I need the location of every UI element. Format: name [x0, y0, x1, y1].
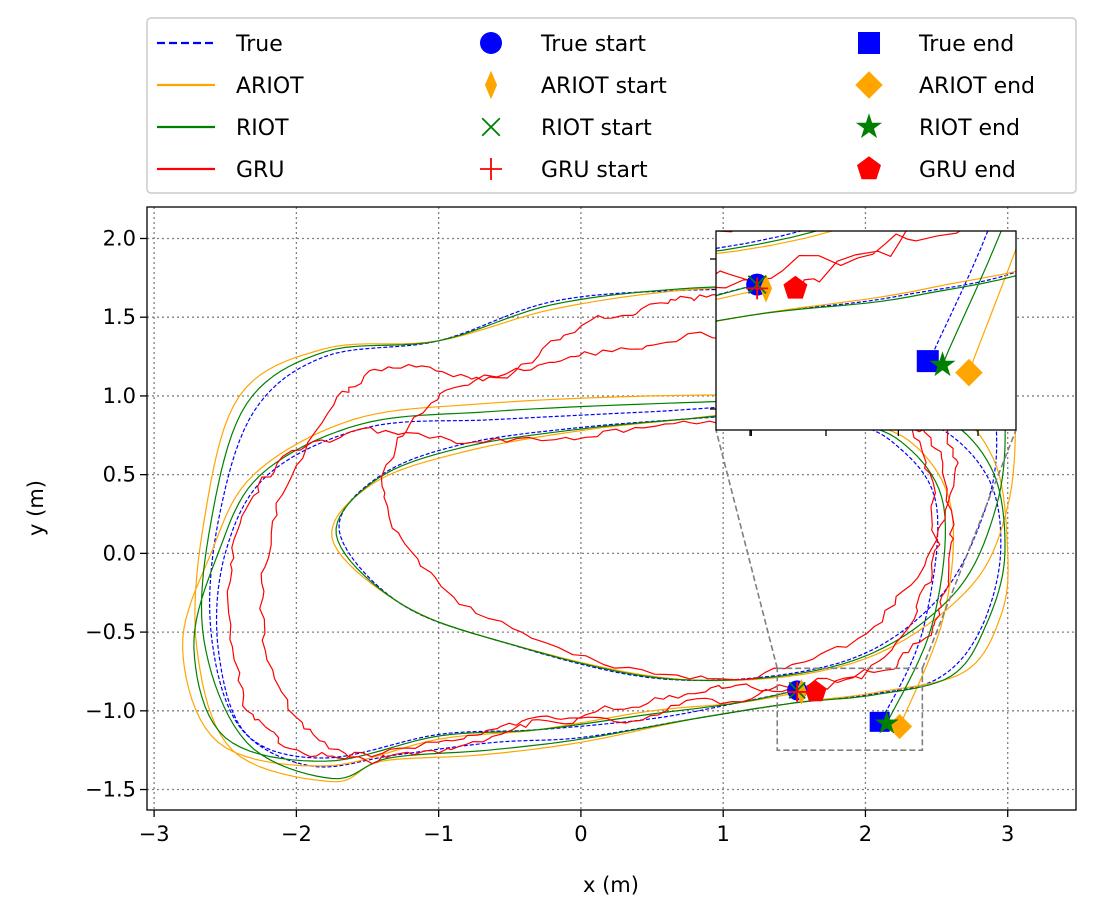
legend-label: GRU start [541, 158, 648, 183]
y-ticks: −1.5 −1.0 −0.5 0.0 0.5 1.0 1.5 2.0 [85, 226, 147, 802]
legend-entry-riot-end: RIOT end [855, 113, 1020, 141]
y-tick-label: −1.5 [85, 778, 136, 802]
inset-marker-layer [746, 273, 983, 387]
legend-swatch [855, 71, 883, 99]
inset-ticks [710, 258, 979, 436]
series-line-true [209, 287, 1002, 768]
series-line-riot [193, 282, 1006, 780]
x-tick-label: −2 [281, 822, 312, 846]
y-tick-label: 0.5 [103, 463, 136, 487]
legend-label: ARIOT start [541, 74, 667, 99]
legend-label: RIOT end [919, 116, 1020, 141]
x-tick-label: 1 [716, 822, 729, 846]
marker-gru-start [787, 681, 808, 702]
legend-entry-ariot-end: ARIOT end [855, 71, 1035, 99]
x-ticks: −3 −2 −1 0 1 2 3 [139, 810, 1014, 846]
x-tick-label: 3 [1001, 822, 1014, 846]
x-tick-label: 0 [574, 822, 587, 846]
legend-entry-true: True [157, 32, 283, 57]
legend-entry-gru-end: GRU end [857, 156, 1016, 183]
legend-entry-gru-start: GRU start [480, 158, 648, 183]
legend-label: RIOT [236, 116, 289, 141]
legend-swatch [484, 70, 498, 100]
inset-plot-area [716, 231, 1016, 430]
marker-gru-end [804, 680, 827, 702]
marker-layer [787, 678, 913, 740]
legend: True ARIOT RIOT GRU True start ARIOT start RIO… [146, 17, 1077, 194]
series-line-gru [226, 291, 959, 765]
y-tick-label: −1.0 [85, 699, 136, 723]
legend-entry-ariot-start: ARIOT start [484, 70, 667, 100]
legend-entry-riot: RIOT [157, 116, 289, 141]
legend-swatch [480, 158, 502, 180]
axes-frame [146, 206, 1077, 811]
legend-entry-ariot: ARIOT [157, 74, 304, 99]
inset-marker-gru-start [746, 277, 769, 300]
legend-label: GRU [236, 158, 284, 183]
legend-label: ARIOT end [919, 74, 1035, 99]
inset-axes [710, 230, 1017, 436]
legend-entry-true-end: True end [858, 32, 1014, 57]
legend-entry-gru: GRU [157, 158, 284, 183]
legend-swatch [855, 113, 883, 139]
legend-entry-true-start: True start [480, 32, 646, 57]
zoom-connector-right [921, 429, 1017, 669]
series-layer [182, 281, 1016, 783]
series-line-ariot [182, 281, 1016, 783]
inset-marker-ariot-end [955, 358, 983, 387]
legend-label: RIOT start [541, 116, 652, 141]
inset-marker-gru-end [783, 275, 808, 299]
x-tick-label: −1 [423, 822, 454, 846]
inset-marker-riot-end [929, 351, 956, 377]
marker-riot-end [874, 710, 899, 734]
x-axis-label: x (m) [583, 873, 639, 897]
x-tick-label: −3 [139, 822, 170, 846]
inset-indicator [715, 429, 1017, 751]
legend-label: True [235, 32, 283, 57]
legend-swatch [857, 156, 881, 180]
legend-label: True start [540, 32, 646, 57]
y-tick-label: 0.0 [103, 541, 136, 565]
zoom-connector-left [715, 429, 779, 669]
y-axis-label: y (m) [24, 480, 48, 536]
legend-frame [146, 17, 1077, 194]
zoom-region-box [776, 667, 924, 751]
legend-entry-riot-start: RIOT start [481, 116, 652, 141]
legend-swatch [480, 32, 502, 54]
inset-frame [715, 230, 1017, 431]
legend-label: True end [918, 32, 1014, 57]
y-tick-label: 2.0 [103, 226, 136, 250]
inset-marker-true-end [916, 350, 939, 373]
x-tick-label: 2 [859, 822, 872, 846]
legend-swatch [858, 32, 880, 54]
y-tick-label: −0.5 [85, 620, 136, 644]
legend-label: GRU end [919, 158, 1016, 183]
y-tick-label: 1.0 [103, 384, 136, 408]
y-tick-label: 1.5 [103, 305, 136, 329]
legend-swatch [481, 117, 501, 137]
legend-label: ARIOT [236, 74, 304, 99]
